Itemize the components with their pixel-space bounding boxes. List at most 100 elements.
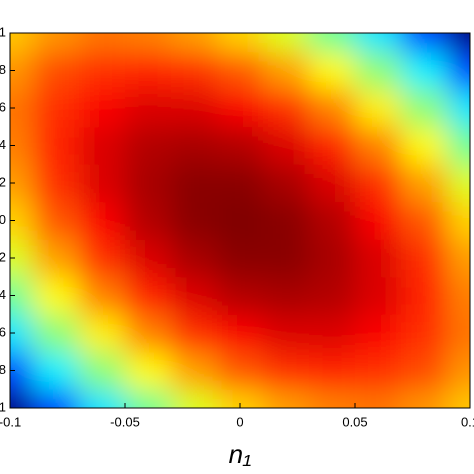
heat-cell [10, 126, 34, 165]
x-tick-label: -0.05 [110, 414, 140, 429]
y-tick-label: -0.06 [0, 324, 6, 339]
heat-cell [447, 164, 470, 203]
heat-cell [263, 351, 310, 390]
heat-cell [447, 276, 470, 315]
heat-cell [33, 239, 80, 278]
y-tick-label: 0 [0, 212, 6, 227]
heat-cell [79, 164, 126, 203]
heat-cell [309, 389, 356, 408]
heat-cell [217, 389, 264, 408]
heat-cell [263, 126, 310, 165]
heat-cell [79, 51, 126, 90]
heat-cell [125, 314, 172, 353]
heat-cell [171, 126, 218, 165]
heat-cell [10, 239, 34, 278]
heat-cell [10, 276, 34, 315]
heat-cell [447, 201, 470, 240]
heat-cell [217, 201, 264, 240]
heat-cell [447, 351, 470, 390]
heat-cell [10, 33, 34, 53]
x-tick-label: 0.05 [342, 414, 367, 429]
heat-cell [263, 201, 310, 240]
x-tick-label: 0.1 [461, 414, 474, 429]
y-tick-label: -0.04 [0, 287, 6, 302]
y-tick-label: -0.08 [0, 362, 6, 377]
heat-cell [10, 389, 34, 408]
heat-cell [171, 33, 218, 53]
heat-cell [125, 126, 172, 165]
heat-cell [355, 126, 402, 165]
heat-cell [217, 314, 264, 353]
heat-cell [33, 276, 80, 315]
heat-cell [263, 164, 310, 203]
heat-cell [401, 164, 448, 203]
heat-cell [125, 164, 172, 203]
heat-cell [447, 314, 470, 353]
heat-cell [217, 126, 264, 165]
x-axis-label: n₁ [229, 439, 252, 469]
heat-cell [355, 51, 402, 90]
heat-cell [447, 389, 470, 408]
heat-cell [33, 314, 80, 353]
y-tick-label: 0.06 [0, 99, 6, 114]
heat-cell [401, 89, 448, 128]
heat-cell [401, 201, 448, 240]
y-tick-label: -0.1 [0, 399, 6, 414]
heat-cell [217, 164, 264, 203]
heat-cell [217, 89, 264, 128]
y-tick-label: 0.1 [0, 24, 6, 39]
heat-cell [355, 389, 402, 408]
heat-cell [171, 89, 218, 128]
heat-cell [263, 51, 310, 90]
heat-cell [217, 33, 264, 53]
heat-cell [33, 33, 80, 53]
heat-cell [309, 89, 356, 128]
heat-cell [355, 351, 402, 390]
heat-cell [171, 276, 218, 315]
heat-cell [79, 89, 126, 128]
heat-cell [33, 164, 80, 203]
heat-cell [171, 51, 218, 90]
heat-cell [33, 389, 80, 408]
heat-cell [79, 239, 126, 278]
y-tick-label: -0.02 [0, 249, 6, 264]
heat-cell [355, 201, 402, 240]
heat-cell [401, 51, 448, 90]
y-tick-label: 0.04 [0, 137, 6, 152]
x-tick-label: -0.1 [0, 414, 21, 429]
heat-cell [355, 314, 402, 353]
heat-cell [33, 89, 80, 128]
heat-cell [401, 351, 448, 390]
heat-cell [447, 126, 470, 165]
heat-cell [171, 351, 218, 390]
y-tick-label: 0.08 [0, 62, 6, 77]
heat-cell [171, 239, 218, 278]
heat-cell [10, 351, 34, 390]
x-tick-label: 0 [236, 414, 243, 429]
heat-cell [309, 126, 356, 165]
heat-cell [309, 164, 356, 203]
heat-cell [125, 51, 172, 90]
heat-cell [263, 239, 310, 278]
heat-cell [309, 314, 356, 353]
heat-cell [33, 51, 80, 90]
heat-cell [171, 314, 218, 353]
y-tick-label: 0.02 [0, 174, 6, 189]
heat-cell [401, 389, 448, 408]
heat-cell [125, 33, 172, 53]
heat-cell [79, 33, 126, 53]
heat-cell [10, 201, 34, 240]
heat-cell [171, 389, 218, 408]
heat-cell [401, 126, 448, 165]
heatmap [10, 33, 470, 408]
heat-cell [309, 51, 356, 90]
heat-cell [355, 33, 402, 53]
heat-cell [217, 351, 264, 390]
heat-cell [309, 201, 356, 240]
heat-cell [125, 201, 172, 240]
heat-cell [79, 351, 126, 390]
heat-cell [79, 126, 126, 165]
heat-cell [33, 126, 80, 165]
heat-cell [171, 164, 218, 203]
